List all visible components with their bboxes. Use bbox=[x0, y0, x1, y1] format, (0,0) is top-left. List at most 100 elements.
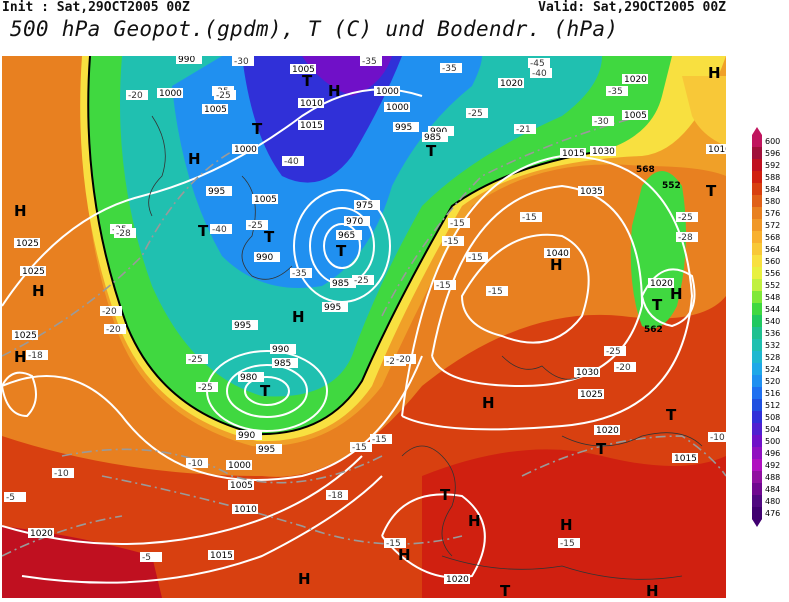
init-time: Init : Sat,29OCT2005 00Z bbox=[2, 0, 190, 15]
high-marker: H bbox=[14, 348, 27, 366]
high-marker: H bbox=[398, 546, 411, 564]
temp-label: -35 bbox=[442, 64, 457, 74]
temp-label: -5 bbox=[142, 553, 151, 563]
colorbar-label: 508 bbox=[765, 413, 780, 422]
colorbar-swatch bbox=[752, 363, 762, 376]
temp-label: -35 bbox=[362, 57, 377, 67]
colorbar-label: 512 bbox=[765, 401, 780, 410]
colorbar-swatch bbox=[752, 423, 762, 436]
pressure-label: 1015 bbox=[562, 149, 585, 159]
low-marker: T bbox=[426, 142, 437, 160]
colorbar-swatch bbox=[752, 351, 762, 364]
colorbar-swatch bbox=[752, 267, 762, 280]
colorbar-label: 484 bbox=[765, 485, 780, 494]
colorbar-swatch bbox=[752, 387, 762, 400]
weather-map: 990 1000 1005 1010 1015 1000 995 990 100… bbox=[2, 56, 726, 598]
pressure-label: 990 bbox=[272, 345, 289, 355]
colorbar-label: 584 bbox=[765, 185, 780, 194]
pressure-label: 1020 bbox=[624, 75, 647, 85]
colorbar-label: 576 bbox=[765, 209, 780, 218]
colorbar-swatch bbox=[752, 315, 762, 328]
pressure-label: 1020 bbox=[596, 426, 619, 436]
temp-label: -15 bbox=[560, 539, 575, 549]
pressure-label: 1005 bbox=[624, 111, 647, 121]
colorbar-arrow-top bbox=[752, 127, 762, 135]
colorbar-label: 532 bbox=[765, 341, 780, 350]
pressure-label: 1025 bbox=[14, 331, 37, 341]
pressure-label: 995 bbox=[258, 445, 275, 455]
high-marker: H bbox=[298, 570, 311, 588]
colorbar-label: 476 bbox=[765, 509, 780, 518]
geopotential-labels: 568 552 562 bbox=[636, 165, 681, 335]
low-marker: T bbox=[596, 440, 607, 458]
pressure-label: 1000 bbox=[386, 103, 409, 113]
colorbar-arrow-bottom bbox=[752, 519, 762, 527]
colorbar-swatch bbox=[752, 135, 762, 148]
colorbar-swatch bbox=[752, 471, 762, 484]
low-marker: T bbox=[706, 182, 717, 200]
pressure-label: 1030 bbox=[576, 368, 599, 378]
colorbar-label: 592 bbox=[765, 161, 780, 170]
temp-label: -25 bbox=[468, 109, 483, 119]
colorbar-label: 540 bbox=[765, 317, 780, 326]
pressure-label: 990 bbox=[256, 253, 273, 263]
coastlines bbox=[148, 115, 703, 580]
colorbar-swatch bbox=[752, 483, 762, 496]
pressure-label: 1020 bbox=[446, 575, 469, 585]
temp-label: -20 bbox=[128, 91, 143, 101]
pressure-label: 990 bbox=[178, 56, 195, 65]
temp-label: -10 bbox=[54, 469, 69, 479]
colorbar-label: 580 bbox=[765, 197, 780, 206]
pressure-label: 1000 bbox=[234, 145, 257, 155]
high-marker: H bbox=[560, 516, 573, 534]
colorbar-swatch bbox=[752, 255, 762, 268]
colorbar-label: 528 bbox=[765, 353, 780, 362]
temp-label: -15 bbox=[522, 213, 537, 223]
colorbar-label: 516 bbox=[765, 389, 780, 398]
page-title: 500 hPa Geopot.(gpdm), T (C) und Bodendr… bbox=[10, 17, 619, 41]
colorbar-swatch bbox=[752, 375, 762, 388]
pressure-label: 990 bbox=[238, 431, 255, 441]
temp-label: -35 bbox=[292, 269, 307, 279]
temp-label: -15 bbox=[450, 219, 465, 229]
temp-label: -40 bbox=[212, 225, 227, 235]
temp-label: -15 bbox=[468, 253, 483, 263]
low-marker: T bbox=[302, 72, 313, 90]
temp-label: -45 bbox=[530, 59, 545, 69]
colorbar-swatch bbox=[752, 171, 762, 184]
pressure-label: 1020 bbox=[30, 529, 53, 539]
colorbar-swatch bbox=[752, 291, 762, 304]
low-marker: T bbox=[652, 296, 663, 314]
colorbar-swatch bbox=[752, 507, 762, 520]
temp-label: -20 bbox=[396, 355, 411, 365]
temp-label: -30 bbox=[234, 57, 249, 67]
temp-label: -18 bbox=[28, 351, 43, 361]
colorbar-swatch bbox=[752, 435, 762, 448]
low-marker: T bbox=[198, 222, 209, 240]
pressure-label: 995 bbox=[395, 123, 412, 133]
pressure-label: 980 bbox=[240, 373, 257, 383]
high-marker: H bbox=[550, 256, 563, 274]
pressure-label: 995 bbox=[324, 303, 341, 313]
pressure-label: 1005 bbox=[230, 481, 253, 491]
colorbar-swatch bbox=[752, 447, 762, 460]
colorbar-label: 600 bbox=[765, 137, 780, 146]
colorbar-label: 544 bbox=[765, 305, 780, 314]
pressure-label: 975 bbox=[356, 201, 373, 211]
valid-time: Valid: Sat,29OCT2005 00Z bbox=[538, 0, 726, 15]
colorbar-swatch bbox=[752, 411, 762, 424]
colorbar-swatch bbox=[752, 159, 762, 172]
colorbar-label: 536 bbox=[765, 329, 780, 338]
temp-label: -15 bbox=[488, 287, 503, 297]
low-marker: T bbox=[264, 228, 275, 246]
pressure-label: 1005 bbox=[254, 195, 277, 205]
temp-label: -20 bbox=[386, 357, 401, 367]
low-marker: T bbox=[260, 382, 271, 400]
colorbar-swatch bbox=[752, 303, 762, 316]
colorbar-label: 520 bbox=[765, 377, 780, 386]
pressure-label: 1015 bbox=[674, 454, 697, 464]
colorbar-label: 488 bbox=[765, 473, 780, 482]
temp-label: -15 bbox=[352, 443, 367, 453]
high-marker: H bbox=[328, 82, 341, 100]
pressure-label: 1000 bbox=[376, 87, 399, 97]
